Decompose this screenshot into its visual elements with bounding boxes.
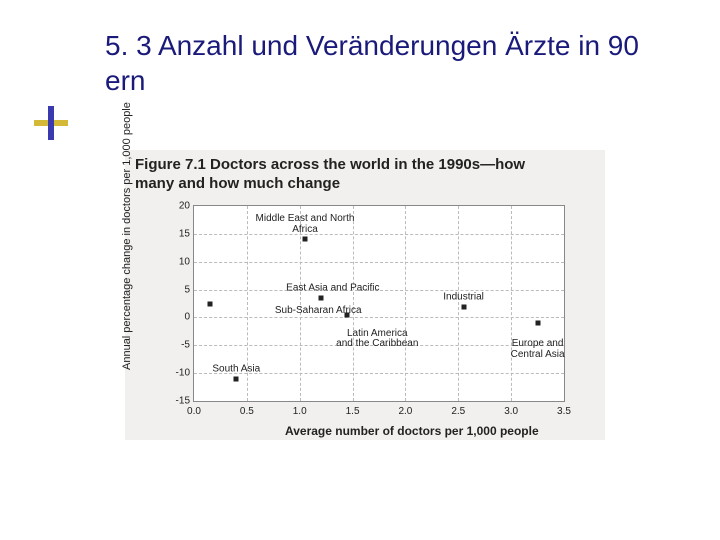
x-tick-label: 3.5 [557, 406, 571, 417]
data-point-label: Latin Americaand the Caribbean [336, 329, 418, 350]
y-tick-label: -15 [164, 396, 190, 407]
data-point [461, 305, 466, 310]
bullet-accent-v [48, 106, 54, 140]
gridline-v [458, 206, 459, 401]
y-tick-label: 5 [164, 284, 190, 295]
x-axis-label: Average number of doctors per 1,000 peop… [285, 424, 539, 438]
y-tick-label: 0 [164, 312, 190, 323]
data-point-label: South Asia [212, 364, 260, 375]
slide-title: 5. 3 Anzahl und Veränderungen Ärzte in 9… [105, 28, 665, 98]
y-tick-label: 20 [164, 201, 190, 212]
data-point-label: East Asia and Pacific [286, 283, 379, 294]
x-tick-label: 2.5 [451, 406, 465, 417]
data-point [535, 321, 540, 326]
y-axis-label: Annual percentage change in doctors per … [121, 102, 133, 370]
y-tick-label: 10 [164, 256, 190, 267]
y-tick-label: 15 [164, 228, 190, 239]
data-point [207, 301, 212, 306]
x-tick-label: 1.5 [346, 406, 360, 417]
data-point [234, 376, 239, 381]
gridline-h [194, 317, 564, 318]
gridline-h [194, 234, 564, 235]
x-tick-label: 2.0 [398, 406, 412, 417]
scatter-plot-area: 0.00.51.01.52.02.53.03.5-15-10-505101520… [193, 205, 565, 402]
x-tick-label: 0.0 [187, 406, 201, 417]
figure-7-1: Figure 7.1 Doctors across the world in t… [125, 150, 605, 440]
gridline-h [194, 262, 564, 263]
data-point [318, 295, 323, 300]
data-point-label: Middle East and NorthAfrica [256, 214, 355, 235]
x-tick-label: 1.0 [293, 406, 307, 417]
y-tick-label: -10 [164, 368, 190, 379]
data-point [345, 312, 350, 317]
gridline-v [511, 206, 512, 401]
gridline-v [405, 206, 406, 401]
x-tick-label: 3.0 [504, 406, 518, 417]
data-point-label: Europe andCentral Asia [511, 339, 565, 360]
x-tick-label: 0.5 [240, 406, 254, 417]
data-point-label: Industrial [443, 293, 484, 304]
figure-title: Figure 7.1 Doctors across the world in t… [135, 156, 535, 194]
y-tick-label: -5 [164, 340, 190, 351]
data-point [303, 237, 308, 242]
